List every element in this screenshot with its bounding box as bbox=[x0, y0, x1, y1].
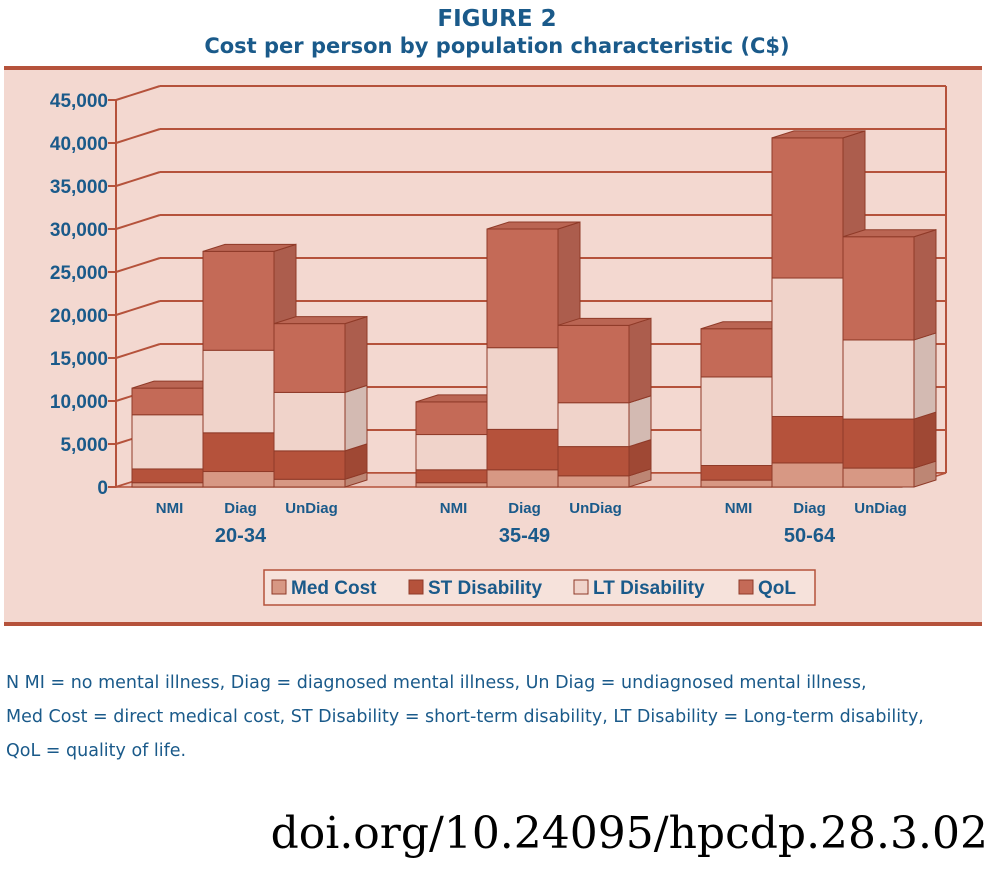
bar-segment bbox=[415, 434, 488, 471]
y-tick-label: 10,000 bbox=[50, 392, 108, 413]
chart-title: Cost per person by population characteri… bbox=[204, 34, 790, 58]
bar-segment bbox=[557, 402, 630, 448]
bar-segment bbox=[486, 347, 559, 430]
bar-segment bbox=[700, 465, 773, 481]
y-tick-label: 15,000 bbox=[50, 349, 108, 370]
grid-line-diagonal bbox=[115, 343, 161, 359]
bar-segment bbox=[842, 418, 915, 469]
y-tick-label: 30,000 bbox=[50, 220, 108, 241]
bar-segment bbox=[131, 468, 204, 484]
bar-segment bbox=[486, 428, 559, 471]
y-tick-label: 20,000 bbox=[50, 306, 108, 327]
grid-line-diagonal bbox=[115, 214, 161, 230]
bar-segment bbox=[557, 324, 630, 404]
bar-segment bbox=[700, 328, 773, 378]
x-tick-label: UnDiag bbox=[569, 500, 622, 517]
x-tick-label: UnDiag bbox=[854, 500, 907, 517]
bar-segment bbox=[131, 387, 204, 416]
bar-segment bbox=[415, 482, 488, 488]
bar-top bbox=[202, 243, 297, 252]
bar-side bbox=[344, 384, 368, 452]
bar-segment bbox=[771, 462, 844, 488]
legend-label: LT Disability bbox=[593, 578, 705, 599]
x-tick-label: Diag bbox=[224, 500, 257, 517]
group-label: 35-49 bbox=[499, 525, 550, 547]
legend-label: ST Disability bbox=[428, 578, 542, 599]
group-label: 50-64 bbox=[784, 525, 836, 547]
y-tick-label: 40,000 bbox=[50, 134, 108, 155]
x-tick-label: Diag bbox=[508, 500, 541, 517]
y-tick-label: 25,000 bbox=[50, 263, 108, 284]
y-tick-label: 35,000 bbox=[50, 177, 108, 198]
bar-side bbox=[344, 315, 368, 394]
footnote-line: QoL = quality of life. bbox=[6, 741, 187, 761]
bar-side bbox=[628, 317, 652, 404]
bar-top bbox=[486, 221, 581, 230]
legend-swatch bbox=[738, 579, 754, 595]
x-tick-label: NMI bbox=[440, 500, 468, 517]
bar-segment bbox=[486, 228, 559, 349]
bar-segment bbox=[557, 446, 630, 477]
bar-segment bbox=[771, 137, 844, 279]
group-label: 20-34 bbox=[215, 525, 267, 547]
bar-segment bbox=[202, 432, 275, 473]
x-tick-label: NMI bbox=[156, 500, 184, 517]
x-tick-label: Diag bbox=[793, 500, 826, 517]
y-tick-label: 45,000 bbox=[50, 91, 108, 112]
bar-top bbox=[771, 130, 866, 139]
grid-line-diagonal bbox=[115, 85, 161, 101]
legend-box bbox=[263, 569, 816, 606]
bar-segment bbox=[700, 479, 773, 488]
bar-segment bbox=[202, 471, 275, 488]
bar-segment bbox=[842, 467, 915, 488]
bar-segment bbox=[273, 450, 346, 480]
bar-side bbox=[913, 332, 937, 420]
bar-segment bbox=[202, 250, 275, 351]
footnote-line: N MI = no mental illness, Diag = diagnos… bbox=[6, 673, 867, 693]
bar-segment bbox=[842, 236, 915, 341]
bar-segment bbox=[273, 478, 346, 488]
bar-segment bbox=[771, 415, 844, 464]
bar-side bbox=[913, 229, 937, 341]
bar-segment bbox=[202, 349, 275, 434]
chart-panel: 0 5,000 10,000 15,000 20,000 25,000 30,000 35,0… bbox=[4, 66, 982, 626]
bar-segment bbox=[273, 323, 346, 393]
grid-line-diagonal bbox=[115, 257, 161, 273]
bar-top bbox=[557, 317, 652, 326]
grid-line-diagonal bbox=[115, 300, 161, 316]
bar-segment bbox=[415, 401, 488, 436]
bar-segment bbox=[557, 475, 630, 488]
bar-side bbox=[913, 411, 937, 469]
doi-text: doi.org/10.24095/hpcdp.28.3.02 bbox=[270, 808, 988, 859]
bar-segment bbox=[131, 482, 204, 488]
bar-side bbox=[628, 395, 652, 448]
figure-number: FIGURE 2 bbox=[437, 6, 557, 32]
stacked-bar-chart: 0 5,000 10,000 15,000 20,000 25,000 30,000 35,0… bbox=[50, 85, 947, 606]
bar-segment bbox=[842, 339, 915, 420]
legend-swatch bbox=[408, 579, 424, 595]
legend-swatch bbox=[271, 579, 287, 595]
bar-segment bbox=[273, 391, 346, 452]
grid-line-diagonal bbox=[115, 171, 161, 187]
bar-top bbox=[842, 229, 937, 238]
x-tick-label: NMI bbox=[725, 500, 753, 517]
bar-segment bbox=[415, 469, 488, 484]
bar-segment bbox=[131, 414, 204, 470]
y-tick-label: 5,000 bbox=[60, 435, 108, 456]
legend-label: Med Cost bbox=[291, 578, 377, 599]
bar-segment bbox=[700, 376, 773, 467]
bar-segment bbox=[771, 277, 844, 417]
y-tick-label: 0 bbox=[97, 478, 108, 499]
footnote-line: Med Cost = direct medical cost, ST Disab… bbox=[6, 707, 924, 727]
legend-swatch bbox=[573, 579, 589, 595]
x-tick-label: UnDiag bbox=[285, 500, 338, 517]
bar-segment bbox=[486, 469, 559, 488]
grid-line-diagonal bbox=[115, 128, 161, 144]
legend-label: QoL bbox=[758, 578, 796, 599]
bar-top bbox=[273, 316, 368, 325]
